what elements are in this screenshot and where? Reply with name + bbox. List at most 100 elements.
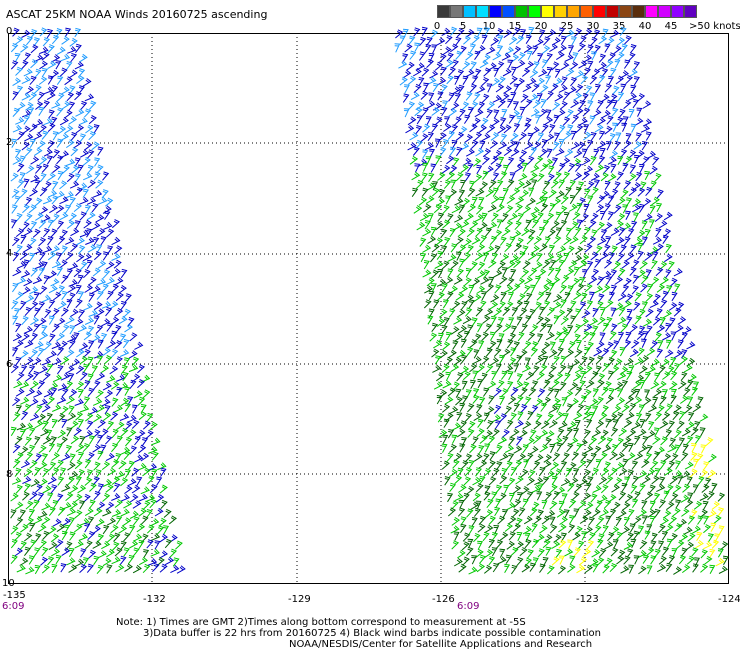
wind-barb <box>583 131 592 141</box>
wind-barb <box>10 172 19 182</box>
wind-barb <box>15 322 22 333</box>
wind-barb <box>531 523 538 533</box>
wind-barb <box>491 414 502 423</box>
wind-barb <box>641 500 648 510</box>
wind-barb <box>595 500 603 510</box>
wind-barb <box>430 163 437 173</box>
wind-barb <box>504 220 514 230</box>
wind-barb <box>616 37 626 46</box>
wind-barb <box>513 402 520 412</box>
wind-barb <box>450 260 459 270</box>
wind-barb <box>407 101 416 111</box>
wind-barb <box>69 180 80 189</box>
wind-barb <box>156 557 165 567</box>
wind-barb <box>553 533 562 543</box>
wind-barb <box>481 212 488 222</box>
wind-barb <box>91 203 99 213</box>
wind-barb <box>475 500 482 510</box>
wind-barb <box>656 483 666 493</box>
wind-barb <box>77 324 88 333</box>
wind-barb <box>437 413 445 423</box>
wind-barb <box>25 86 34 95</box>
wind-barb <box>37 523 47 533</box>
wind-barb <box>102 205 112 214</box>
wind-barb <box>472 356 482 365</box>
wind-barb <box>561 274 570 285</box>
wind-barb <box>552 355 560 365</box>
wind-barb <box>555 227 562 237</box>
wind-barb <box>495 484 503 494</box>
wind-barb <box>441 363 450 373</box>
wind-barb <box>583 323 593 333</box>
wind-barb <box>585 459 593 469</box>
wind-barb <box>599 412 608 422</box>
wind-barb <box>697 515 704 525</box>
wind-barb <box>65 236 75 245</box>
wind-barb <box>10 509 17 519</box>
wind-barb <box>498 317 505 327</box>
wind-barb <box>516 277 526 287</box>
wind-barb <box>10 492 19 502</box>
wind-barb <box>558 138 565 149</box>
wind-barb <box>666 285 673 295</box>
wind-barb <box>552 397 561 407</box>
wind-barb <box>561 157 571 166</box>
wind-barb <box>95 214 105 223</box>
wind-barb <box>625 75 633 85</box>
wind-barb <box>494 284 502 294</box>
wind-barb <box>711 482 718 493</box>
wind-barb <box>558 162 566 173</box>
wind-barb <box>656 324 666 334</box>
wind-barb <box>673 349 683 359</box>
wind-barb <box>531 179 538 189</box>
wind-barb <box>467 106 475 117</box>
wind-barb <box>461 101 470 111</box>
wind-barb <box>467 428 475 438</box>
wind-barb <box>84 316 95 325</box>
wind-barb <box>720 541 729 551</box>
wind-barb <box>590 370 599 380</box>
wind-barb <box>544 158 554 167</box>
wind-barb <box>23 259 30 269</box>
wind-barb <box>618 307 626 317</box>
wind-barb <box>671 548 678 558</box>
wind-barb <box>583 124 590 134</box>
wind-barb <box>86 164 94 175</box>
wind-barb <box>406 61 415 71</box>
wind-barb <box>494 323 503 333</box>
wind-barb <box>464 133 474 143</box>
wind-barb <box>52 149 61 159</box>
wind-barb <box>641 459 650 468</box>
wind-barb <box>633 491 641 501</box>
wind-barb <box>541 476 550 486</box>
wind-barb <box>687 515 696 525</box>
wind-barb <box>650 555 657 565</box>
wind-barb <box>459 420 467 430</box>
wind-barb <box>442 46 452 55</box>
wind-barb <box>67 284 77 294</box>
wind-barb <box>618 331 625 342</box>
wind-barb <box>646 547 655 556</box>
wind-barb <box>568 260 578 269</box>
wind-barb <box>639 419 646 429</box>
wind-barb <box>568 45 575 55</box>
wind-barb <box>652 236 662 245</box>
wind-barb <box>34 436 41 446</box>
wind-barb <box>526 155 535 165</box>
wind-barb <box>418 77 425 87</box>
wind-barb <box>600 172 609 182</box>
wind-barb <box>573 149 583 159</box>
wind-barb <box>623 555 631 565</box>
wind-barb <box>612 405 622 414</box>
wind-barb <box>603 222 613 231</box>
wind-barb <box>619 347 626 357</box>
wind-barb <box>28 508 36 519</box>
wind-barb <box>478 445 485 455</box>
wind-barb <box>461 380 468 390</box>
wind-barb <box>584 445 594 454</box>
wind-barb <box>561 76 568 86</box>
wind-barb <box>34 179 41 189</box>
wind-barb <box>29 491 38 501</box>
wind-barb <box>57 413 66 423</box>
wind-barb <box>38 478 48 487</box>
